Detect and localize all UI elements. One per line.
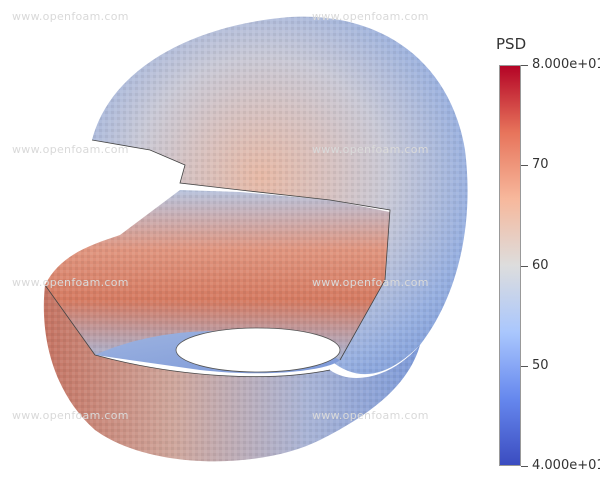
- watermark: www.openfoam.com: [312, 409, 429, 422]
- watermark: www.openfoam.com: [312, 143, 429, 156]
- watermark: www.openfoam.com: [312, 10, 429, 23]
- watermark: www.openfoam.com: [12, 409, 129, 422]
- watermark: www.openfoam.com: [12, 10, 129, 23]
- watermark: www.openfoam.com: [12, 143, 129, 156]
- watermark: www.openfoam.com: [12, 276, 129, 289]
- helmet-neck-opening: [175, 327, 341, 373]
- watermark: www.openfoam.com: [312, 276, 429, 289]
